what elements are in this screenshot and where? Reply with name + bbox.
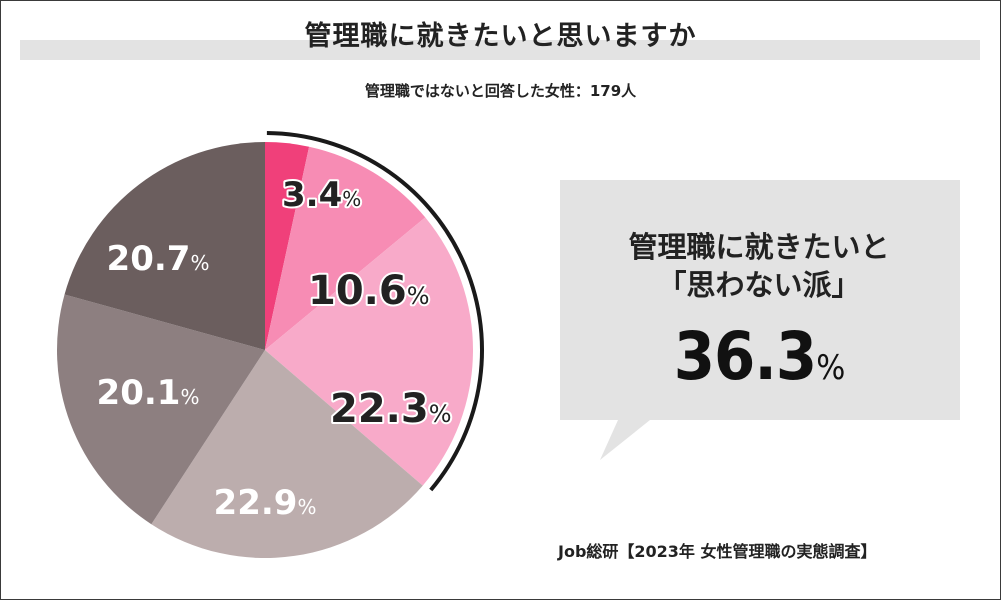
slice-value: 10.6% [308, 268, 430, 314]
slice-label: 22.9% [214, 483, 317, 523]
callout-text: 管理職に就きたいと 「思わない派」 36.3% [560, 228, 958, 395]
slice-label: 3.4% [280, 173, 363, 217]
slice-value: 22.9% [214, 483, 317, 523]
group-arc [266, 131, 484, 492]
slice-not-at-all [151, 350, 423, 558]
slice-value: 20.1% [97, 373, 200, 413]
slice-no [56, 294, 266, 525]
slice-label: 10.6% [306, 266, 432, 316]
slice-label: 20.7% [107, 239, 210, 279]
callout-value-unit: % [816, 348, 845, 388]
source-note: Job総研【2023年 女性管理職の実態調査】 [558, 542, 877, 561]
callout-value: 36.3% [560, 318, 958, 395]
chart-title: 管理職に就きたいと思いますか [304, 21, 697, 52]
slice-somewhat-yes [265, 217, 473, 486]
chart-subtitle: 管理職ではないと回答した女性：179人 [364, 82, 637, 100]
slice-value: 3.4% [282, 175, 361, 215]
callout-value-number: 36.3 [673, 318, 818, 395]
slice-value: 22.3% [330, 386, 452, 432]
callout-shape [560, 180, 960, 460]
slice-label: 20.1% [97, 373, 200, 413]
callout-line2: 「思わない派」 [657, 268, 861, 302]
title-bar [20, 40, 980, 60]
callout-line1: 管理職に就きたいと [628, 230, 890, 264]
slice-label: 22.3% [328, 384, 454, 434]
slice-value: 20.7% [107, 239, 210, 279]
slice-somewhat-no [64, 142, 265, 350]
slice-yes [265, 146, 426, 350]
slice-very-yes [265, 142, 310, 350]
